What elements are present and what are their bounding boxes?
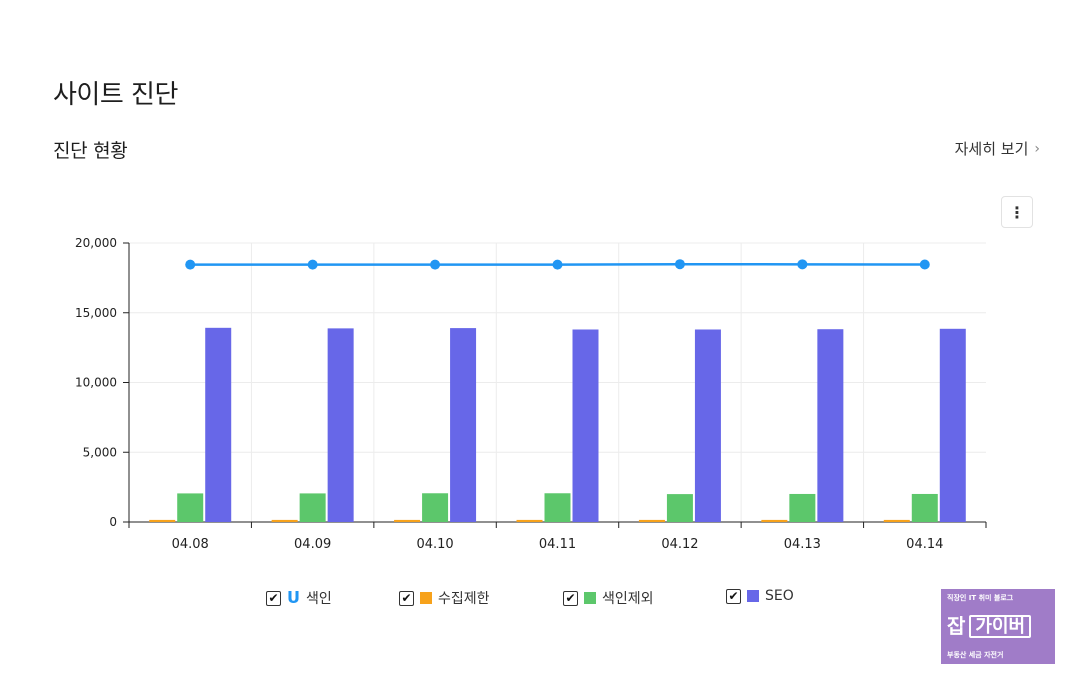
legend-item-index[interactable]: ✔ ᑌ 색인 (266, 588, 332, 608)
x-tick-label: 04.12 (661, 537, 698, 552)
bar-색인제외 (177, 493, 204, 522)
x-tick-label: 04.11 (539, 537, 576, 552)
bar-수집제한 (761, 519, 788, 522)
bar-색인제외 (666, 494, 693, 522)
legend-label: 색인 (306, 591, 332, 607)
blue-square-icon (747, 590, 759, 602)
badge-bottom-text: 부동산 세금 자전거 (947, 650, 1004, 659)
bar-색인제외 (299, 493, 326, 522)
bar-SEO (939, 328, 966, 522)
line-wave-icon: ᑌ (287, 588, 300, 607)
badge-big-text: 잡 (947, 614, 966, 639)
bar-SEO (694, 329, 721, 522)
line-point (307, 259, 318, 270)
kebab-menu-icon: ⋮ (1009, 202, 1025, 222)
y-tick-label: 15,000 (75, 306, 117, 320)
line-point (552, 259, 563, 270)
y-tick-label: 20,000 (75, 236, 117, 250)
x-tick-label: 04.13 (784, 537, 821, 552)
x-tick-label: 04.14 (906, 537, 943, 552)
line-point (674, 259, 685, 270)
bar-색인제외 (544, 493, 571, 522)
bar-수집제한 (394, 519, 421, 522)
bar-SEO (205, 327, 232, 522)
orange-square-icon (420, 592, 432, 604)
legend-label: SEO (765, 588, 794, 604)
chevron-right-icon: › (1034, 140, 1040, 157)
y-tick-label: 0 (109, 515, 117, 529)
view-details-link[interactable]: 자세히 보기 › (955, 138, 1040, 159)
legend-label: 수집제한 (438, 591, 490, 607)
view-details-label: 자세히 보기 (954, 140, 1029, 158)
x-tick-label: 04.08 (172, 537, 209, 552)
green-square-icon (584, 592, 596, 604)
checkbox-icon[interactable]: ✔ (563, 590, 578, 606)
page-title: 사이트 진단 (53, 80, 178, 110)
x-tick-label: 04.10 (416, 537, 453, 552)
bar-색인제외 (422, 493, 449, 522)
legend-item-seo[interactable]: ✔ SEO (726, 588, 794, 604)
checkbox-icon[interactable]: ✔ (726, 588, 741, 604)
line-point (919, 259, 930, 270)
legend-item-index-excluded[interactable]: ✔ 색인제외 (563, 588, 654, 608)
checkbox-icon[interactable]: ✔ (399, 590, 414, 606)
y-tick-label: 10,000 (75, 376, 117, 390)
bar-수집제한 (883, 519, 910, 522)
diagnosis-chart: 0 5,000 10,000 15,000 20,000 04.08 04.09 04.10 0… (75, 236, 987, 552)
bar-색인제외 (789, 493, 816, 522)
bar-색인제외 (911, 493, 938, 522)
bar-SEO (572, 329, 599, 522)
line-point (430, 259, 441, 270)
badge-box-text: 가이버 (969, 614, 1032, 639)
legend-item-crawl-limit[interactable]: ✔ 수집제한 (399, 588, 490, 608)
bar-SEO (450, 328, 477, 522)
chart-legend: ✔ ᑌ 색인 ✔ 수집제한 ✔ 색인제외 ✔ SEO (0, 588, 1086, 610)
bar-수집제한 (271, 519, 298, 522)
section-title: 진단 현황 (53, 140, 128, 162)
bar-SEO (327, 328, 354, 522)
bar-수집제한 (638, 519, 665, 522)
legend-label: 색인제외 (602, 591, 654, 607)
x-tick-label: 04.09 (294, 537, 331, 552)
bar-수집제한 (149, 519, 176, 522)
line-point (185, 259, 196, 270)
y-tick-label: 5,000 (83, 445, 117, 459)
bar-수집제한 (516, 519, 543, 522)
bar-SEO (817, 329, 844, 522)
more-options-button[interactable]: ⋮ (1001, 196, 1033, 228)
line-point (797, 259, 808, 270)
blog-logo-badge: 직장인 IT 취미 블로그 잡 가이버 부동산 세금 자전거 (941, 589, 1055, 664)
badge-top-text: 직장인 IT 취미 블로그 (947, 594, 1014, 602)
checkbox-icon[interactable]: ✔ (266, 590, 281, 606)
